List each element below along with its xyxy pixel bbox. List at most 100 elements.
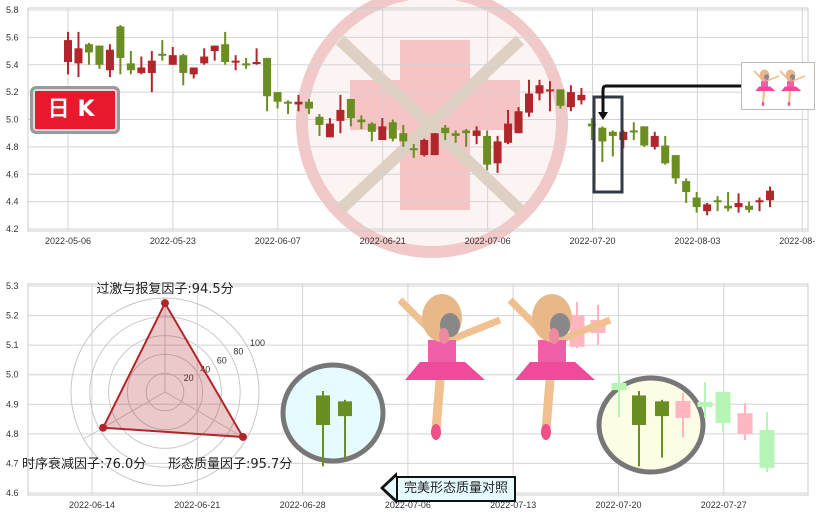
candle-body [357, 119, 366, 123]
x-tick-label: 2022-06-21 [360, 236, 406, 246]
x-tick-label: 2022-06-28 [280, 500, 326, 510]
candle-body [675, 401, 691, 418]
y-tick-label: 5.4 [6, 60, 19, 70]
candle-body [655, 401, 669, 417]
radar-tick-label: 100 [250, 338, 265, 348]
arm [558, 316, 612, 344]
y-tick-label: 4.2 [6, 224, 19, 234]
candle-body [325, 123, 334, 138]
candle-body [462, 130, 471, 134]
radar-area [101, 301, 245, 439]
candle-body [294, 101, 303, 105]
x-tick-label: 2022-05-06 [45, 236, 91, 246]
candle-body [682, 181, 691, 193]
candle-body [64, 40, 72, 63]
y-tick-label: 4.6 [6, 169, 19, 179]
y-tick-label: 4.6 [6, 488, 19, 498]
candle-body [263, 57, 272, 97]
candle-body [168, 55, 177, 65]
arm [766, 75, 780, 82]
x-tick-label: 2022-07-27 [701, 500, 747, 510]
candle-body [611, 382, 627, 391]
ballerina-dogs-icon [397, 294, 612, 440]
candle-body [95, 45, 104, 65]
candle-body [316, 395, 330, 425]
candle-body [577, 94, 586, 101]
arm [792, 75, 806, 82]
x-tick-label: 2022-06-07 [255, 236, 301, 246]
candle-body [556, 89, 565, 106]
candle-body [231, 60, 240, 63]
tutu-top [761, 81, 768, 90]
candle-body [472, 130, 481, 136]
candle-body [535, 85, 544, 94]
x-tick-label: 2022-08-12 [779, 236, 816, 246]
candle-body [703, 204, 712, 212]
radar-label-pattern-quality: 形态质量因子:95.7分 [168, 457, 292, 472]
watermark-seal-icon [296, 0, 568, 258]
compared-pattern-circle [596, 375, 706, 475]
candle-body [692, 197, 701, 208]
radar-point [238, 432, 247, 441]
shoe [787, 102, 791, 106]
candle-body [632, 395, 646, 425]
ballerina-dog-icon [779, 69, 806, 106]
ballerina-thumbnail[interactable] [741, 62, 815, 110]
candle-body [273, 92, 282, 102]
radar-axis [164, 391, 247, 440]
candle-body [608, 131, 617, 136]
candle-body [126, 63, 135, 71]
candle-body [587, 123, 596, 127]
candle-body [221, 44, 230, 63]
candle-body [629, 130, 638, 133]
tutu-top [787, 81, 794, 90]
radar-point [99, 423, 108, 432]
x-tick-label: 2022-07-06 [385, 500, 431, 510]
arm [448, 316, 502, 344]
arrow-left-icon-fill [384, 476, 397, 500]
tutu-skirt [405, 362, 485, 380]
leg [431, 379, 445, 431]
candle-body [399, 133, 408, 142]
candle-body [315, 116, 324, 125]
candle-body [116, 26, 125, 58]
radar-tick-label: 40 [200, 364, 210, 374]
ballerina-dog-icon [397, 294, 502, 440]
x-tick-label: 2022-06-21 [174, 500, 220, 510]
candle-body [420, 140, 429, 156]
x-tick-label: 2022-07-20 [595, 500, 641, 510]
candle-body [346, 98, 355, 119]
candle-body [441, 127, 450, 134]
candle-body [525, 93, 534, 113]
y-tick-label: 5.2 [6, 87, 19, 97]
leg [761, 90, 766, 104]
candle-body [430, 133, 439, 156]
y-tick-label: 4.9 [6, 399, 19, 409]
tutu-skirt [781, 86, 802, 91]
candle-body [189, 67, 198, 75]
shoe [431, 424, 441, 440]
candle-body [105, 49, 114, 71]
candle-body [514, 111, 523, 134]
tutu-skirt [755, 86, 776, 91]
reference-pattern-circle [280, 362, 386, 464]
candle-body [755, 200, 764, 203]
candle-body [737, 413, 753, 434]
y-tick-label: 5.8 [6, 5, 19, 15]
y-tick-label: 4.7 [6, 458, 19, 468]
x-tick-label: 2022-08-03 [674, 236, 720, 246]
candle-body [252, 62, 261, 65]
x-tick-label: 2022-07-13 [490, 500, 536, 510]
ballerina-dog-icon [753, 69, 780, 106]
candle-body [451, 133, 460, 136]
y-tick-label: 5.6 [6, 32, 19, 42]
radar-label-time-decay: 时序衰减因子:76.0分 [22, 456, 146, 472]
candle-body [766, 190, 774, 201]
x-tick-label: 2022-07-06 [465, 236, 511, 246]
tongue [763, 78, 767, 82]
candle-body [137, 67, 146, 73]
candle-body [640, 126, 649, 146]
tongue [549, 328, 559, 344]
tutu-skirt [515, 362, 595, 380]
y-tick-label: 5.3 [6, 281, 19, 291]
